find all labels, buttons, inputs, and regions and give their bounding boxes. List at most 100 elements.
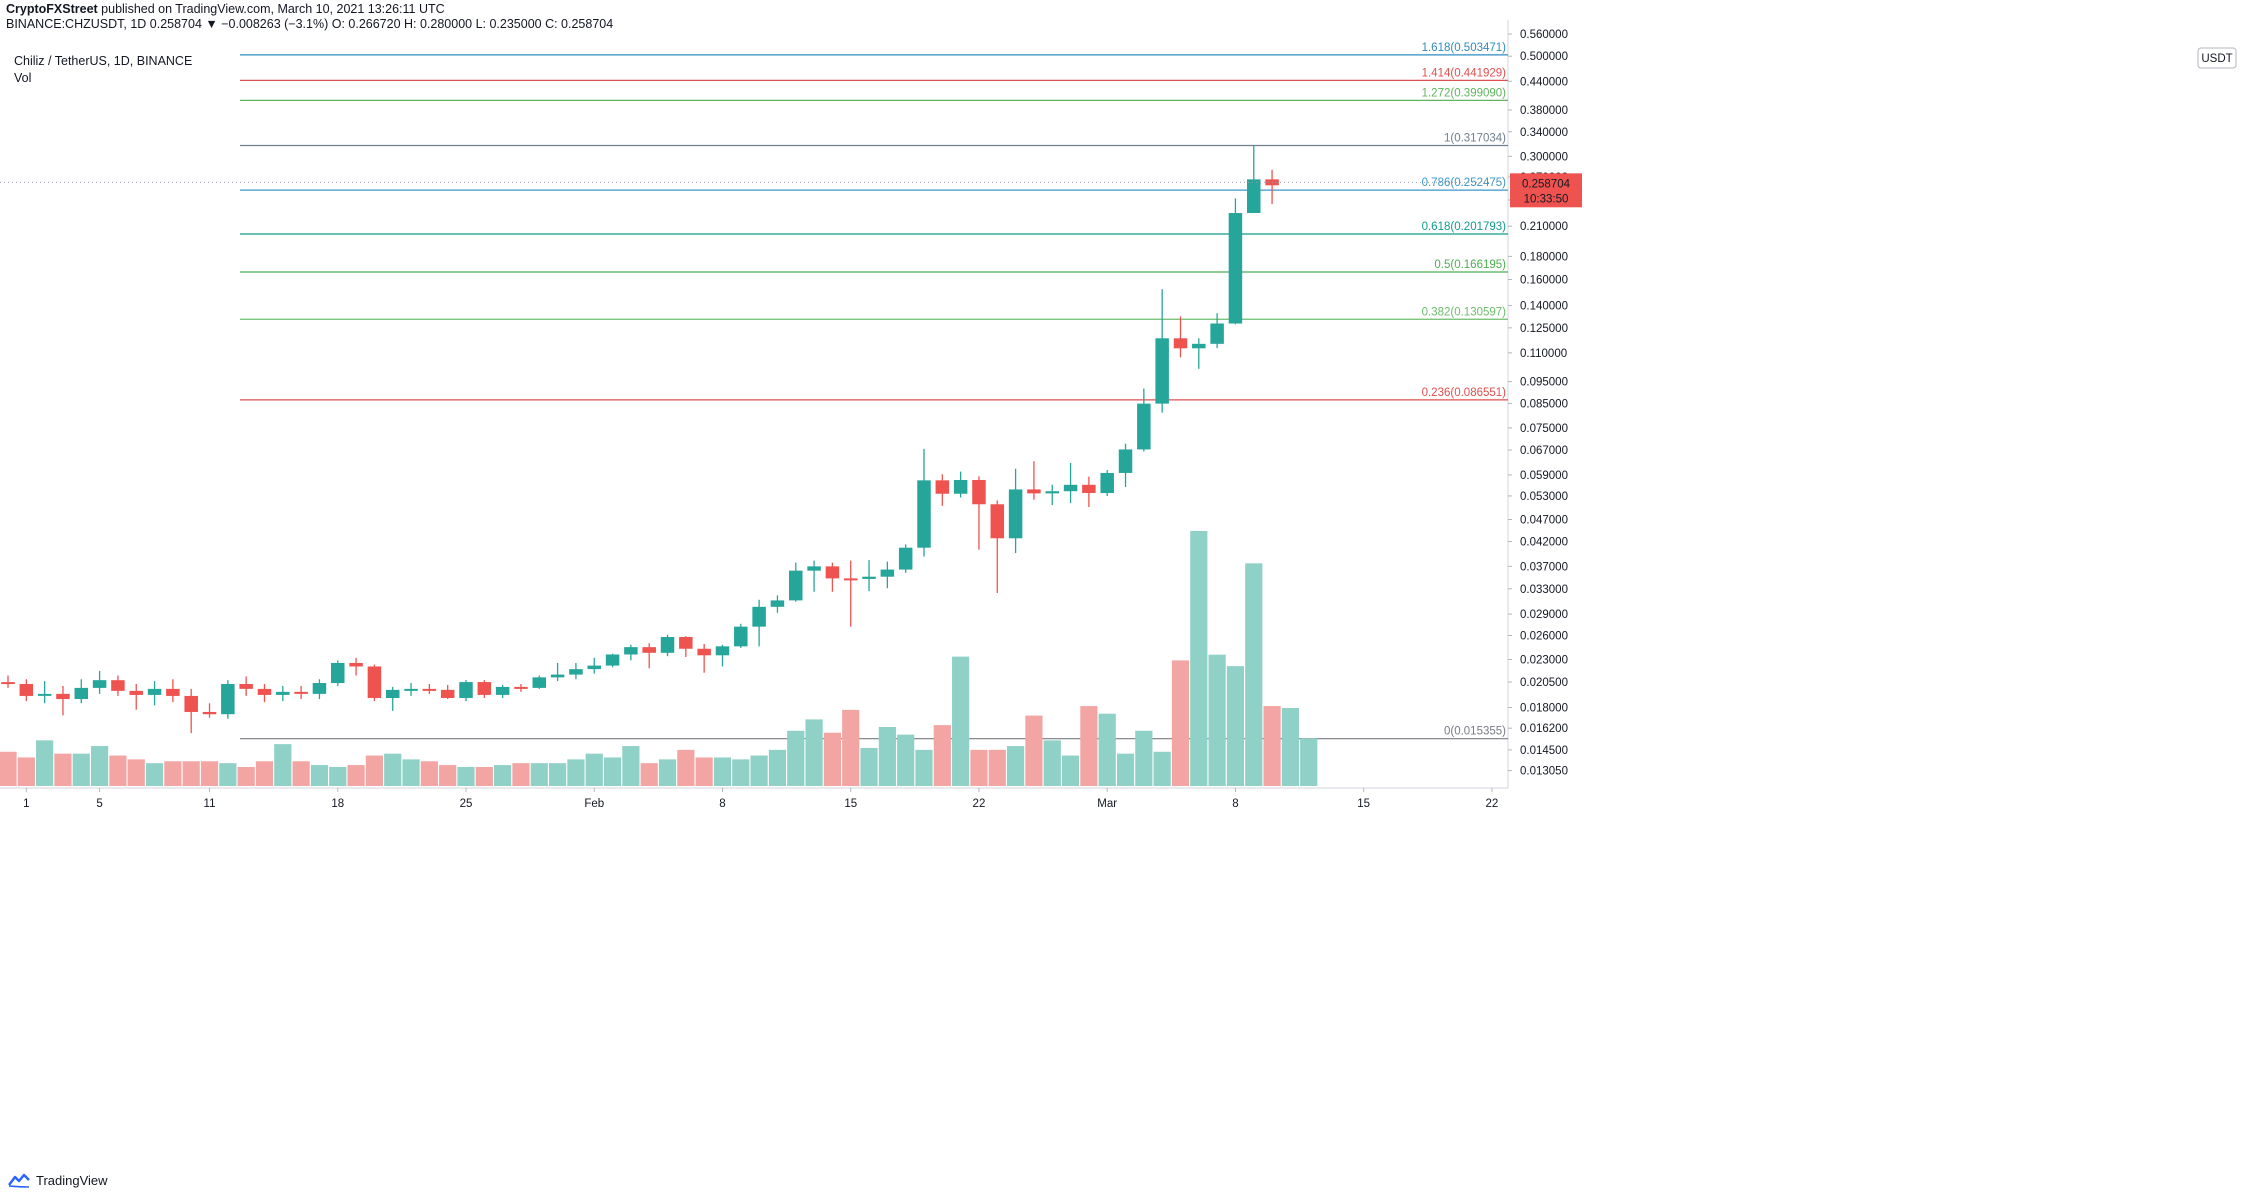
candle[interactable] <box>276 685 290 702</box>
candle-body <box>166 688 180 696</box>
fib-level-label: 0.236(0.086551) <box>1422 387 1507 399</box>
footer[interactable]: TradingView <box>8 1172 108 1188</box>
candle[interactable] <box>239 676 253 696</box>
candle[interactable] <box>843 560 858 627</box>
candle[interactable] <box>495 684 510 698</box>
candle[interactable] <box>92 670 107 694</box>
candle[interactable] <box>459 680 473 702</box>
candle[interactable] <box>385 686 400 711</box>
candle[interactable] <box>697 643 711 673</box>
candle-body <box>770 600 785 607</box>
candle[interactable] <box>56 685 70 716</box>
candle[interactable] <box>807 560 821 592</box>
candle[interactable] <box>1173 316 1188 358</box>
candle[interactable] <box>202 703 217 718</box>
candle[interactable] <box>624 644 638 661</box>
candle[interactable] <box>734 623 748 648</box>
candle[interactable] <box>294 685 308 700</box>
candle[interactable] <box>862 560 876 592</box>
candle[interactable] <box>331 660 345 686</box>
candle[interactable] <box>147 681 162 706</box>
candle[interactable] <box>404 683 418 696</box>
candle[interactable] <box>1082 476 1096 507</box>
candle[interactable] <box>569 662 583 680</box>
candle[interactable] <box>917 448 931 557</box>
candle[interactable] <box>605 653 620 668</box>
candle[interactable] <box>642 643 656 669</box>
candle[interactable] <box>953 471 968 498</box>
y-tick-label: 0.059000 <box>1520 470 1568 482</box>
candle[interactable] <box>1137 388 1151 452</box>
candle-body <box>331 662 345 684</box>
candle[interactable] <box>1045 484 1059 506</box>
candle[interactable] <box>166 679 180 703</box>
candle[interactable] <box>972 476 986 550</box>
x-tick-label: 5 <box>96 798 102 810</box>
candle[interactable] <box>129 683 143 710</box>
candle[interactable] <box>1247 145 1261 214</box>
volume-label[interactable]: Vol <box>14 71 32 85</box>
candle[interactable] <box>1118 443 1133 487</box>
volume-bar <box>585 753 603 786</box>
volume-bar <box>915 749 933 786</box>
candle-body <box>587 665 601 670</box>
candle[interactable] <box>660 634 675 657</box>
candle[interactable] <box>825 562 840 592</box>
candle[interactable] <box>477 680 492 698</box>
candle[interactable] <box>679 636 693 657</box>
currency-badge[interactable]: USDT <box>2197 47 2237 69</box>
volume-bar <box>842 709 860 786</box>
candle[interactable] <box>221 680 235 719</box>
volume-bar <box>640 763 658 786</box>
candle-body <box>74 687 89 700</box>
volume-bar <box>1061 755 1080 786</box>
candle[interactable] <box>715 644 730 667</box>
candle[interactable] <box>1192 338 1206 369</box>
candle[interactable] <box>1228 198 1243 325</box>
volume-bar <box>567 759 585 786</box>
candle[interactable] <box>111 675 125 696</box>
candle[interactable] <box>898 544 913 573</box>
candle[interactable] <box>1100 470 1114 496</box>
candle[interactable] <box>19 679 34 702</box>
candle[interactable] <box>587 657 601 674</box>
candle-body <box>514 686 528 689</box>
candle[interactable] <box>184 688 198 734</box>
candle[interactable] <box>440 684 455 700</box>
volume-bar <box>677 749 695 786</box>
candle[interactable] <box>880 561 895 589</box>
chart-header: CryptoFXStreet published on TradingView.… <box>6 2 613 32</box>
chart-title[interactable]: Chiliz / TetherUS, 1D, BINANCE <box>14 54 193 68</box>
candle[interactable] <box>349 657 363 676</box>
candle-body <box>56 693 70 700</box>
publisher-name[interactable]: CryptoFXStreet <box>6 2 98 16</box>
candle[interactable] <box>514 683 528 692</box>
candle[interactable] <box>1027 461 1041 500</box>
candle[interactable] <box>257 683 272 703</box>
candle[interactable] <box>550 662 565 682</box>
fib-level-label: 1.414(0.441929) <box>1422 67 1507 79</box>
candle[interactable] <box>1 675 15 688</box>
candle[interactable] <box>789 562 803 602</box>
candle[interactable] <box>770 595 785 613</box>
y-tick-label: 0.029000 <box>1520 609 1568 621</box>
candle[interactable] <box>37 681 52 704</box>
candle-body <box>440 689 455 698</box>
candle[interactable] <box>990 500 1005 593</box>
candle[interactable] <box>532 675 547 689</box>
candle[interactable] <box>1008 468 1023 554</box>
candle-body <box>898 547 913 570</box>
volume-bar <box>530 763 548 786</box>
candle[interactable] <box>367 664 382 702</box>
candle[interactable] <box>422 683 437 694</box>
candle[interactable] <box>1210 313 1224 349</box>
candle[interactable] <box>74 679 89 704</box>
candle[interactable] <box>752 599 766 647</box>
candle[interactable] <box>1155 289 1169 413</box>
candle-body <box>1192 343 1206 349</box>
last-price-value: 0.258704 <box>1522 178 1571 190</box>
candle[interactable] <box>312 679 327 700</box>
candle[interactable] <box>935 474 950 506</box>
candle[interactable] <box>1063 463 1078 504</box>
